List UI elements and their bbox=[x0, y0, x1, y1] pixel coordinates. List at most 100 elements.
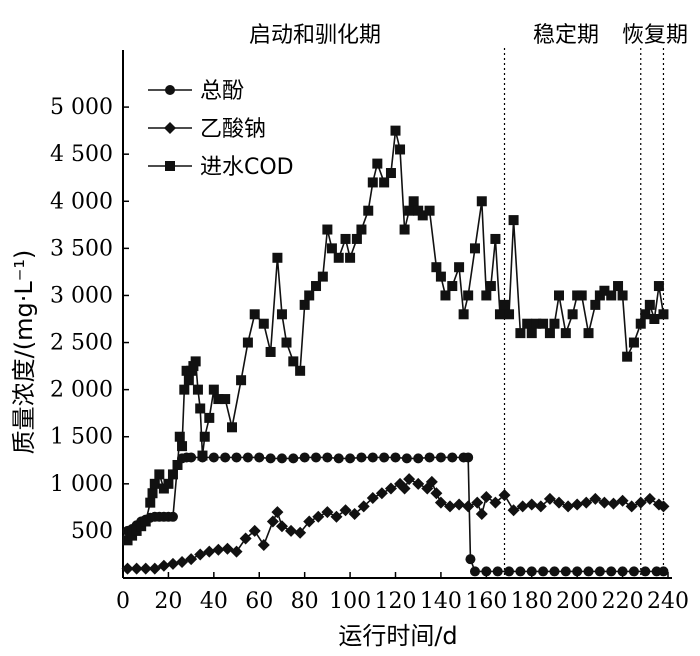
data-point bbox=[258, 318, 269, 329]
data-point bbox=[166, 557, 179, 570]
data-point bbox=[333, 453, 344, 464]
data-point bbox=[625, 500, 638, 513]
data-point bbox=[265, 346, 276, 357]
data-point bbox=[504, 566, 515, 577]
data-point bbox=[453, 498, 466, 511]
data-point bbox=[628, 337, 639, 348]
data-point bbox=[367, 177, 378, 188]
y-tick-label: 3 500 bbox=[50, 236, 113, 261]
data-point bbox=[560, 328, 571, 339]
data-point bbox=[199, 431, 210, 442]
data-point bbox=[213, 394, 224, 405]
data-point bbox=[489, 496, 502, 509]
data-point bbox=[172, 459, 183, 470]
x-tick-label: 0 bbox=[116, 589, 130, 614]
data-point bbox=[498, 489, 511, 502]
data-point bbox=[599, 285, 610, 296]
data-point bbox=[525, 498, 538, 511]
phase-label-stable: 稳定期 bbox=[533, 23, 599, 48]
phase-label-recovery: 恢复期 bbox=[622, 23, 688, 48]
data-point bbox=[447, 452, 458, 463]
data-point bbox=[403, 473, 416, 486]
x-ticks: 0 20 40 60 80 100 120 140 160 180 200 220 240 bbox=[116, 572, 689, 614]
legend-item-influent-cod: 进水COD bbox=[148, 155, 294, 180]
data-point bbox=[576, 290, 587, 301]
data-point bbox=[147, 488, 158, 499]
data-point bbox=[417, 210, 428, 221]
y-axis-title: 质量浓度/(mg·L⁻¹) bbox=[10, 250, 38, 455]
data-point bbox=[653, 281, 664, 292]
data-point bbox=[526, 566, 537, 577]
data-point bbox=[299, 452, 310, 463]
y-tick-label: 500 bbox=[71, 519, 113, 544]
data-point bbox=[515, 566, 526, 577]
data-point bbox=[649, 314, 660, 324]
data-point bbox=[572, 566, 583, 577]
data-point bbox=[317, 271, 328, 282]
y-tick-label: 2 000 bbox=[50, 378, 113, 403]
data-point bbox=[265, 453, 276, 464]
x-tick-label: 120 bbox=[375, 589, 417, 614]
data-point bbox=[242, 452, 253, 463]
data-point bbox=[554, 290, 564, 301]
phase-labels: 启动和驯化期 稳定期 恢复期 bbox=[249, 23, 688, 48]
data-point bbox=[617, 290, 628, 301]
data-point bbox=[458, 309, 469, 320]
data-point bbox=[398, 482, 411, 495]
data-point bbox=[366, 491, 379, 504]
data-point bbox=[390, 125, 401, 136]
data-point bbox=[583, 566, 594, 577]
data-point bbox=[594, 566, 605, 577]
data-point bbox=[469, 566, 480, 577]
data-point bbox=[203, 545, 216, 558]
x-tick-label: 100 bbox=[329, 589, 371, 614]
data-point bbox=[613, 281, 624, 292]
x-tick-label: 240 bbox=[647, 589, 689, 614]
data-point bbox=[622, 351, 633, 362]
data-point bbox=[185, 553, 198, 566]
data-point bbox=[275, 520, 288, 533]
series-line bbox=[126, 130, 665, 541]
data-point bbox=[194, 548, 207, 561]
data-point bbox=[220, 452, 231, 463]
data-point bbox=[288, 453, 299, 464]
data-point bbox=[635, 318, 646, 329]
data-point bbox=[658, 309, 669, 320]
data-point bbox=[272, 252, 283, 263]
data-point bbox=[526, 328, 537, 339]
data-point bbox=[163, 478, 174, 489]
data-point bbox=[266, 515, 279, 528]
data-point bbox=[644, 299, 655, 310]
data-point bbox=[607, 497, 620, 510]
data-point bbox=[408, 196, 419, 207]
legend-marker bbox=[165, 161, 175, 171]
data-point bbox=[330, 510, 343, 523]
legend-label: 乙酸钠 bbox=[200, 117, 266, 142]
data-point bbox=[549, 318, 560, 329]
data-point bbox=[567, 309, 578, 320]
data-point bbox=[463, 452, 474, 463]
data-point bbox=[471, 496, 484, 509]
data-point bbox=[311, 452, 322, 463]
data-point bbox=[190, 356, 201, 367]
data-point bbox=[544, 328, 555, 339]
data-point bbox=[643, 492, 656, 505]
data-point bbox=[304, 290, 315, 301]
data-point bbox=[507, 504, 520, 517]
series-layer bbox=[121, 125, 670, 577]
data-point bbox=[476, 196, 487, 207]
data-point bbox=[424, 452, 435, 463]
y-tick-label: 4 500 bbox=[50, 142, 113, 167]
x-tick-label: 60 bbox=[245, 589, 273, 614]
data-point bbox=[303, 515, 316, 528]
data-point bbox=[435, 452, 446, 463]
data-point bbox=[208, 452, 219, 463]
data-point bbox=[351, 233, 362, 244]
x-tick-label: 40 bbox=[200, 589, 228, 614]
data-point bbox=[208, 384, 219, 395]
data-point bbox=[179, 384, 190, 395]
y-tick-label: 1 000 bbox=[50, 472, 113, 497]
data-point bbox=[157, 559, 170, 572]
data-point bbox=[220, 394, 231, 405]
